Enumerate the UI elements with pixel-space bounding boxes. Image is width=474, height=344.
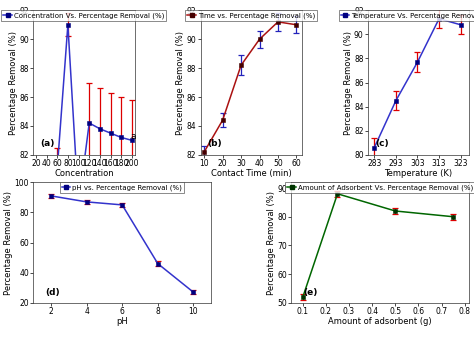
Y-axis label: Percentage Removal (%): Percentage Removal (%) bbox=[4, 191, 13, 294]
Legend: pH vs. Percentage Removal (%): pH vs. Percentage Removal (%) bbox=[60, 182, 184, 193]
X-axis label: Concentration: Concentration bbox=[54, 169, 114, 178]
X-axis label: Amount of adsorbent (g): Amount of adsorbent (g) bbox=[328, 317, 432, 326]
X-axis label: Contact Time (min): Contact Time (min) bbox=[211, 169, 292, 178]
Legend: Time vs. Percentage Removal (%): Time vs. Percentage Removal (%) bbox=[185, 10, 317, 21]
Y-axis label: Percentage Removal (%): Percentage Removal (%) bbox=[267, 191, 276, 294]
Text: (a): (a) bbox=[40, 139, 55, 148]
Text: a: a bbox=[131, 131, 137, 140]
Text: (c): (c) bbox=[375, 139, 389, 148]
Text: (b): (b) bbox=[208, 139, 222, 148]
Y-axis label: Percentage Removal (%): Percentage Removal (%) bbox=[9, 31, 18, 135]
Text: (d): (d) bbox=[46, 288, 60, 297]
X-axis label: pH: pH bbox=[116, 317, 128, 326]
Y-axis label: Percentage Removal (%): Percentage Removal (%) bbox=[176, 31, 185, 135]
Y-axis label: Percentage Removal (%): Percentage Removal (%) bbox=[344, 31, 353, 135]
Legend: Temperature Vs. Percentage Removal (%): Temperature Vs. Percentage Removal (%) bbox=[339, 10, 474, 21]
X-axis label: Temperature (K): Temperature (K) bbox=[384, 169, 453, 178]
Legend: Amount of Adsorbent Vs. Percentage Removal (%): Amount of Adsorbent Vs. Percentage Remov… bbox=[285, 182, 474, 193]
Text: (e): (e) bbox=[304, 288, 318, 297]
Legend: Concentration Vs. Percentage Removal (%): Concentration Vs. Percentage Removal (%) bbox=[1, 10, 166, 21]
